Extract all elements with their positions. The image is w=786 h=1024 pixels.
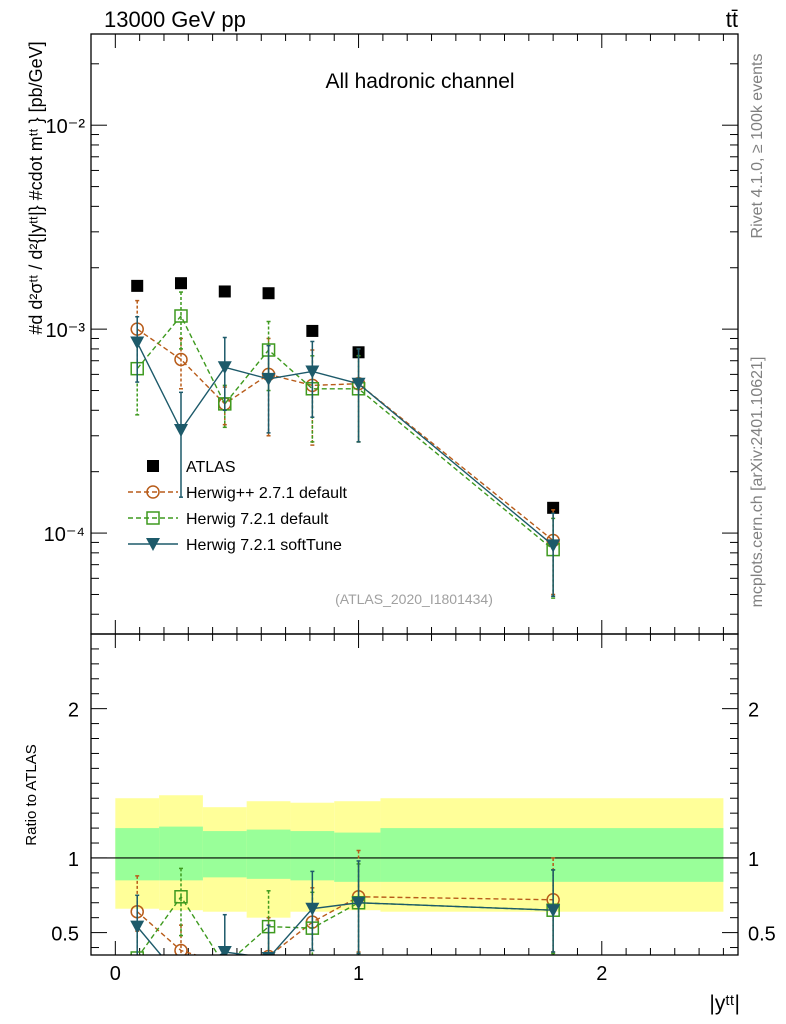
- main-title: All hadronic channel: [325, 70, 514, 93]
- band-green: [246, 829, 291, 879]
- data-point: [305, 365, 320, 379]
- y-tick-label: 10⁻²: [46, 116, 86, 138]
- data-point: [547, 501, 560, 514]
- legend-label: ATLAS: [186, 459, 236, 476]
- legend: ATLAS Herwig++ 2.7.1 default Herwig 7.2.1 …: [128, 459, 348, 554]
- data-point: [305, 902, 320, 916]
- y-tick-label-right: 0.5: [748, 924, 776, 946]
- legend-item: ATLAS: [147, 459, 236, 476]
- series-line: [136, 328, 554, 542]
- band-green: [380, 828, 724, 882]
- main-panel: 10⁻⁴ 10⁻³ 10⁻² ATLAS Herwig++ 2.7.1 default H…: [44, 33, 739, 955]
- data-point: [219, 959, 231, 971]
- band-green: [115, 828, 160, 881]
- y-tick-label-right: 2: [748, 700, 759, 722]
- data-point: [218, 285, 231, 298]
- data-point: [546, 904, 561, 918]
- data-point: [174, 277, 187, 290]
- data-point: [306, 324, 319, 337]
- data-point: [173, 424, 188, 438]
- data-point: [174, 943, 188, 955]
- y-tick-label: 2: [68, 700, 79, 722]
- data-point: [131, 279, 144, 292]
- legend-marker: [146, 485, 160, 499]
- legend-item: Herwig++ 2.7.1 default: [128, 485, 348, 502]
- data-point: [217, 946, 232, 955]
- legend-marker: [146, 511, 160, 525]
- data-point: [351, 896, 366, 910]
- y-tick-label-right: 1: [748, 849, 759, 871]
- data-point: [219, 958, 231, 970]
- series-line: [138, 895, 554, 955]
- y-tick-label: 1: [68, 849, 79, 871]
- header-energy: 13000 GeV pp: [104, 7, 246, 32]
- main-y-axis-label: #d d²σᵗᵗ / d²{|yᵗᵗ|} #cdot mᵗᵗ } [pb/GeV…: [26, 41, 46, 334]
- data-point: [217, 361, 232, 375]
- data-point: [174, 309, 188, 323]
- ratio-frame: [90, 633, 739, 956]
- legend-label: Herwig++ 2.7.1 default: [186, 485, 348, 502]
- legend-marker: [147, 460, 159, 472]
- series-line: [136, 902, 554, 955]
- legend-item: Herwig 7.2.1 default: [128, 511, 329, 528]
- y-tick-label: 10⁻³: [46, 320, 86, 342]
- data-point: [262, 287, 275, 300]
- legend-item: Herwig 7.2.1 softTune: [128, 537, 342, 554]
- data-point: [351, 377, 366, 391]
- data-point: [174, 890, 188, 904]
- series-0: [131, 277, 560, 514]
- data-point: [130, 920, 145, 934]
- y-tick-label: 10⁻⁴: [44, 524, 85, 546]
- x-axis-label: |yᵗᵗ|: [709, 992, 740, 1015]
- x-tick-label: 1: [353, 963, 364, 985]
- rivet-label: Rivet 4.1.0, ≥ 100k events: [749, 54, 766, 239]
- legend-label: Herwig 7.2.1 default: [186, 511, 329, 528]
- data-point: [261, 372, 276, 386]
- ratio-panel: 0 1 2 0.5 0.5 1 1 2 2: [51, 633, 776, 986]
- legend-marker: [146, 538, 160, 551]
- legend-label: Herwig 7.2.1 softTune: [186, 537, 342, 554]
- data-point: [174, 352, 188, 367]
- ratio-y-axis-label: Ratio to ATLAS: [23, 744, 40, 845]
- band-green: [202, 831, 247, 878]
- series-2: [130, 860, 561, 986]
- x-tick-label: 0: [110, 963, 121, 985]
- data-point: [174, 973, 188, 986]
- band-green: [159, 826, 203, 881]
- x-tick-label: 2: [596, 963, 607, 985]
- series-3: [130, 316, 561, 598]
- header-process: tt̄: [726, 7, 738, 32]
- y-tick-label: 0.5: [51, 924, 79, 946]
- band-green: [334, 832, 381, 882]
- data-point: [261, 951, 276, 955]
- mcplots-label: mcplots.cern.ch [arXiv:2401.10621]: [749, 357, 766, 608]
- analysis-watermark: (ATLAS_2020_I1801434): [335, 591, 493, 607]
- data-point: [130, 336, 145, 350]
- data-point: [546, 539, 561, 553]
